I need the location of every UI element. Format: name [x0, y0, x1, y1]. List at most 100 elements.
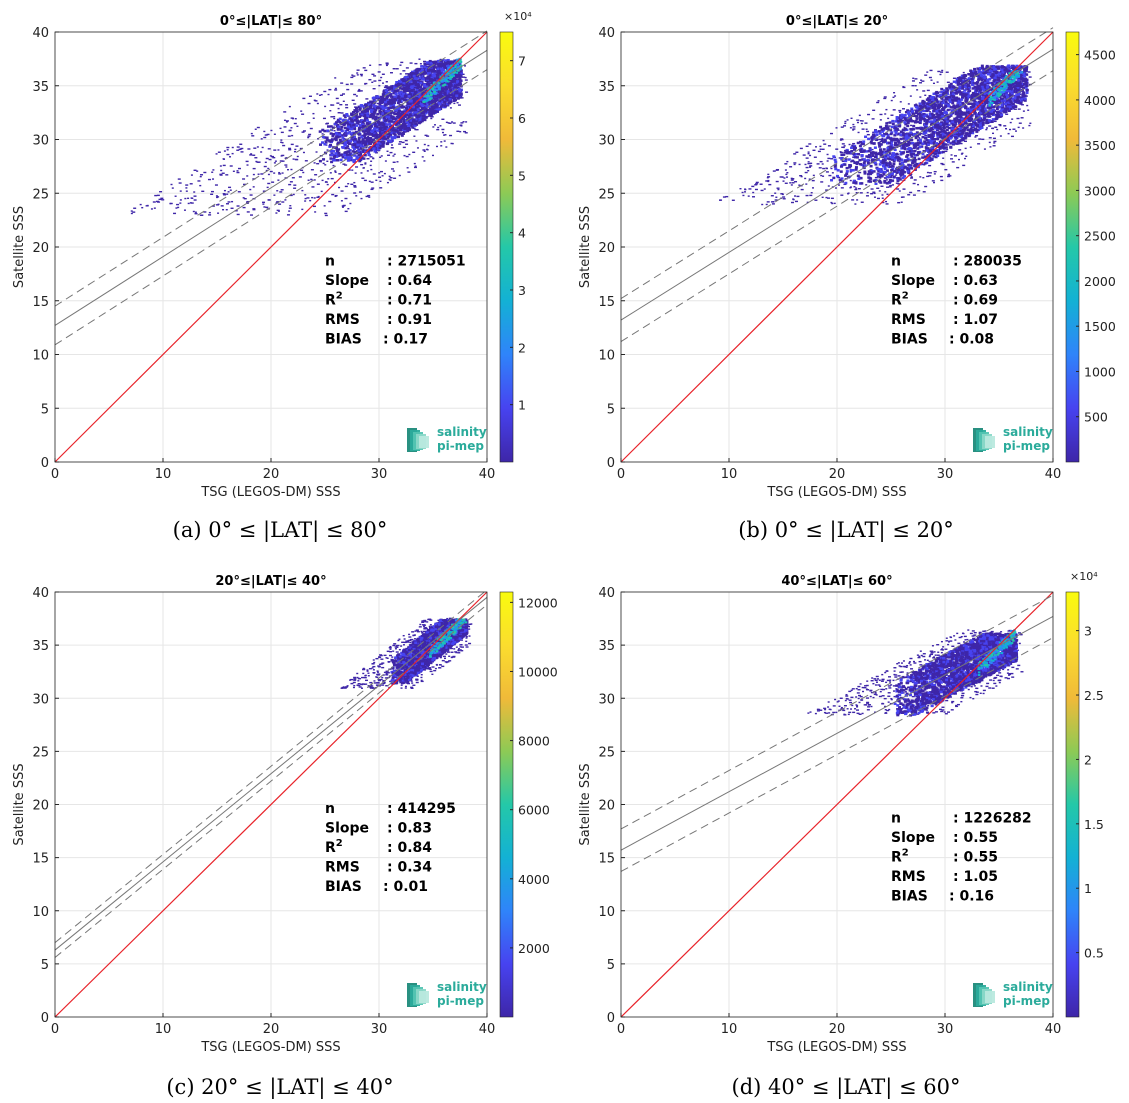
chart-b-point: [884, 154, 888, 158]
chart-a-point: [353, 93, 357, 96]
chart-a-point: [417, 68, 421, 72]
chart-a-point: [391, 84, 395, 88]
chart-a-point: [410, 91, 414, 94]
chart-a-point: [251, 135, 255, 137]
chart-b-point: [898, 111, 901, 113]
chart-a-point: [279, 191, 283, 193]
chart-a-point: [436, 76, 440, 79]
chart-a-point: [334, 87, 337, 90]
chart-a-point: [414, 120, 418, 123]
chart-a-point: [340, 125, 344, 129]
chart-b-point: [933, 173, 936, 175]
chart-a-point: [438, 99, 442, 103]
chart-a-point: [397, 113, 401, 117]
chart-a-point: [405, 143, 409, 145]
chart-b-point: [888, 121, 892, 124]
chart-a-core-point: [437, 87, 441, 90]
chart-a-point: [411, 97, 415, 100]
chart-a-point: [364, 132, 368, 135]
chart-a-point: [133, 207, 137, 209]
chart-a-point: [423, 62, 427, 66]
chart-a-point: [223, 194, 227, 196]
chart-a-point: [395, 127, 399, 130]
chart-a-point: [381, 105, 385, 108]
chart-b-point: [910, 176, 913, 178]
chart-b-point: [765, 203, 768, 206]
chart-b-point: [885, 161, 888, 163]
chart-b-point: [874, 176, 878, 179]
chart-a-point: [385, 62, 389, 64]
chart-a-point: [358, 108, 362, 111]
chart-a-ytick-label: 40: [32, 26, 49, 41]
chart-a-point: [374, 108, 378, 112]
chart-a-point: [392, 170, 395, 172]
chart-b-point: [870, 188, 874, 190]
chart-b-point: [861, 120, 864, 122]
chart-b-point: [841, 146, 845, 148]
chart-a-title: 0°≤|LAT|≤ 80°: [220, 14, 322, 29]
chart-a-point: [448, 87, 452, 90]
chart-a-point: [443, 92, 447, 96]
chart-b-point: [954, 97, 958, 101]
chart-a-point: [356, 72, 359, 74]
chart-a-core-point: [447, 67, 450, 70]
chart-a-point: [225, 174, 229, 176]
chart-a-point: [402, 98, 406, 102]
chart-b-point: [859, 120, 862, 122]
chart-a-point: [325, 181, 328, 183]
chart-b-point: [945, 125, 949, 128]
chart-b-point: [933, 116, 937, 119]
chart-a-point: [336, 135, 340, 139]
chart-b-point: [886, 193, 889, 196]
chart-b-point: [784, 169, 787, 171]
chart-b-point: [1011, 97, 1015, 101]
chart-a-point: [342, 123, 346, 126]
chart-b-point: [901, 108, 905, 110]
chart-b-point: [876, 101, 880, 104]
chart-b-point: [1013, 108, 1017, 110]
chart-a-point: [400, 113, 404, 117]
chart-a-point: [366, 109, 370, 113]
chart-b-point: [852, 128, 856, 130]
chart-a-point: [370, 140, 374, 144]
chart-b-point: [896, 188, 900, 190]
chart-b-point: [809, 154, 812, 157]
chart-a-point: [404, 87, 408, 91]
chart-b-point: [904, 110, 908, 114]
chart-a-point: [352, 136, 356, 139]
chart-a-point: [353, 127, 357, 131]
chart-a-point: [261, 146, 264, 149]
chart-a-point: [323, 129, 327, 133]
chart-a-point: [384, 92, 388, 96]
chart-a-core-point: [433, 90, 436, 93]
chart-b-point: [872, 170, 876, 173]
chart-a-point: [352, 75, 356, 77]
chart-a-point: [435, 104, 439, 107]
chart-b-point: [955, 123, 958, 126]
chart-a-point: [287, 168, 290, 171]
chart-a-point: [203, 171, 207, 174]
chart-b-point: [804, 171, 808, 174]
chart-b-point: [1005, 127, 1008, 130]
chart-b-point: [887, 125, 891, 127]
chart-a-point: [459, 124, 463, 126]
chart-a-point: [310, 169, 314, 171]
chart-a-point: [352, 125, 356, 129]
chart-a-logo-mark: [419, 436, 429, 448]
chart-a-point: [260, 173, 264, 175]
chart-a-point: [371, 133, 375, 136]
chart-a-point: [407, 93, 411, 96]
chart-a-point: [326, 149, 329, 151]
chart-a-point: [377, 116, 381, 120]
chart-a-point: [334, 170, 337, 172]
chart-b-point: [962, 117, 966, 120]
chart-b-point: [933, 181, 936, 184]
chart-a-point: [446, 77, 450, 81]
chart-a-point: [289, 205, 292, 207]
chart-a-point: [372, 114, 376, 118]
chart-a-ytick-label: 30: [32, 134, 49, 149]
chart-b-point: [944, 150, 948, 153]
chart-a-core-point: [425, 94, 429, 97]
chart-a-point: [354, 130, 358, 134]
chart-a-core-point: [427, 95, 431, 98]
